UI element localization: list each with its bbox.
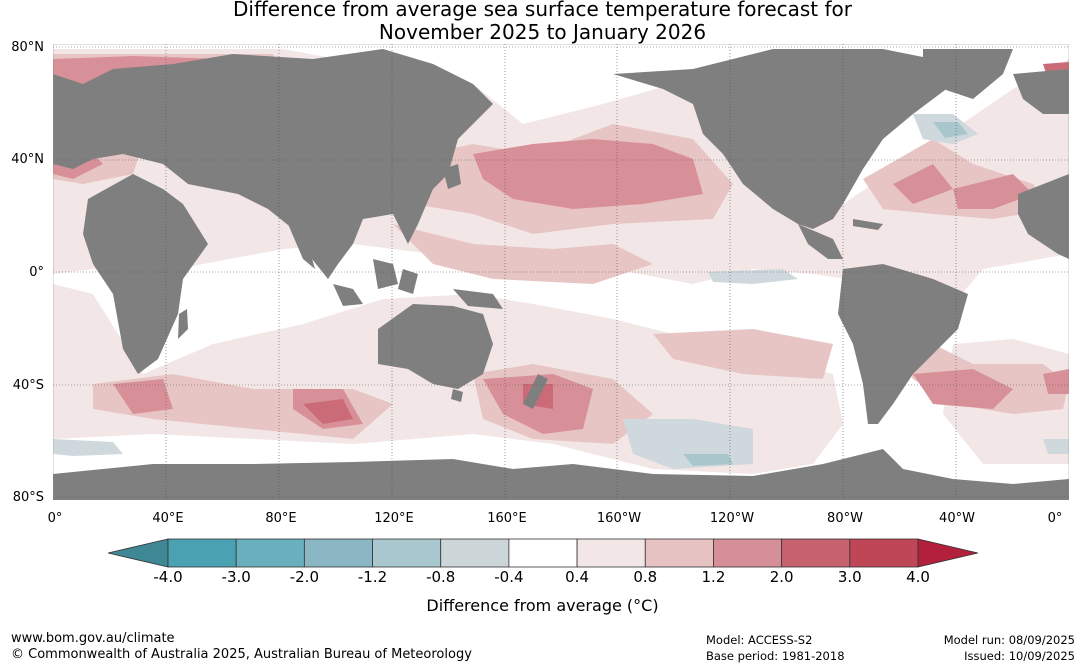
colorbar-tick-label: 1.2 [701,568,726,586]
colorbar [107,538,979,568]
colorbar-low-extend [107,538,169,568]
colorbar-tick-label: -3.0 [221,568,251,586]
lat-label-40s: 40°S [12,378,44,393]
land-south-america [838,264,968,424]
colorbar-swatch [713,538,783,568]
colorbar-swatch [167,538,237,568]
sst-anomaly-map [53,44,1069,500]
land-antarctica [53,449,1069,500]
lat-label-80s: 80°S [12,490,44,505]
anomaly-neg-0-8-to-1-2 [683,122,968,466]
map-svg [53,44,1069,500]
land-madagascar [178,309,188,339]
land-africa [83,174,208,374]
colorbar-high-extend [917,538,979,568]
colorbar-tick-label: -4.0 [153,568,183,586]
colorbar-tick-label: 0.8 [633,568,658,586]
lon-label-80w: 80°W [827,511,863,526]
lon-label-0: 0° [47,511,63,526]
lat-label-80n: 80°N [11,40,44,55]
lat-label-eq: 0° [29,265,44,280]
colorbar-tick-label: 3.0 [837,568,862,586]
lon-label-40w: 40°W [939,511,975,526]
lat-label-40n: 40°N [11,152,44,167]
colorbar-tick-label: 2.0 [769,568,794,586]
footer-issued: Issued: 10/09/2025 [964,649,1075,663]
footer-model: Model: ACCESS-S2 [706,633,813,647]
colorbar-svg [107,538,979,568]
colorbar-tick-label: 0.4 [565,568,589,586]
lon-label-0-east: 0° [1047,511,1063,526]
lon-label-120e: 120°E [374,511,414,526]
colorbar-swatch [849,538,919,568]
map-title: Difference from average sea surface temp… [0,0,1085,44]
colorbar-tick-label: -1.2 [357,568,388,586]
colorbar-tick-label: 4.0 [906,568,930,586]
colorbar-swatch [781,538,851,568]
land-greenland [923,49,1013,99]
lon-label-80e: 80°E [265,511,297,526]
colorbar-label: Difference from average (°C) [426,596,659,615]
footer-base-period: Base period: 1981-2018 [706,649,845,663]
colorbar-tick-label: -0.4 [494,568,524,586]
lon-label-160e: 160°E [487,511,527,526]
lon-label-120w: 120°W [709,511,755,526]
footer-copyright: © Commonwealth of Australia 2025, Austra… [11,647,472,662]
footer-url[interactable]: www.bom.gov.au/climate [11,631,175,646]
lon-label-160w: 160°W [596,511,642,526]
colorbar-swatch [372,538,442,568]
graticule [53,44,1069,500]
colorbar-tick-label: -0.8 [426,568,456,586]
footer-model-run: Model run: 08/09/2025 [943,633,1075,647]
title-line-2: November 2025 to January 2026 [378,20,707,44]
land [53,49,1069,500]
land-australia [378,304,493,389]
colorbar-tick-label: -2.0 [289,568,319,586]
land-africa-east-edge [1018,174,1069,259]
colorbar-swatch [235,538,305,568]
colorbar-swatch [508,538,578,568]
colorbar-swatch [576,538,646,568]
land-eurasia-west [53,49,493,279]
colorbar-swatch [644,538,714,568]
land-north-america [613,49,953,229]
title-line-1: Difference from average sea surface temp… [232,0,852,21]
colorbar-swatch [303,538,373,568]
lon-label-40e: 40°E [152,511,184,526]
colorbar-swatch [440,538,510,568]
